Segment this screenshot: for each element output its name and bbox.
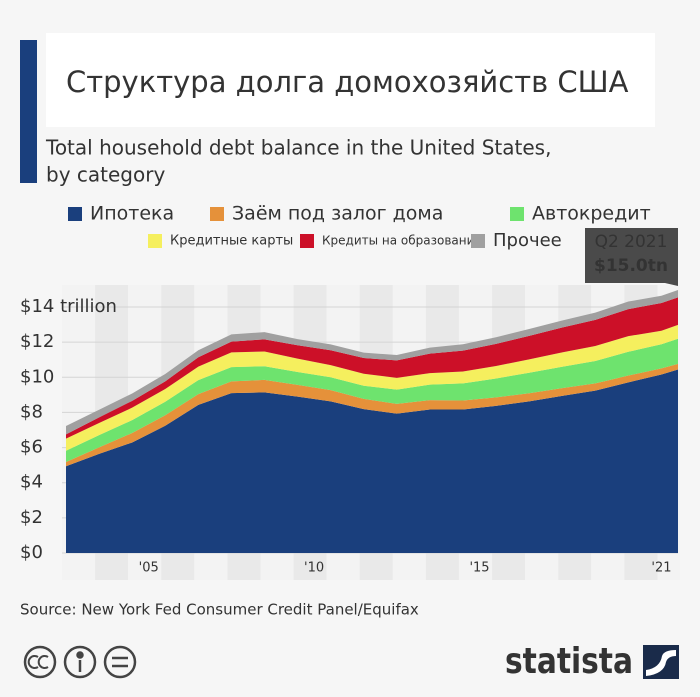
y-tick-label: $4 xyxy=(20,472,43,493)
y-tick-label: $12 xyxy=(20,331,54,352)
legend-label: Кредитные карты xyxy=(170,234,293,249)
legend-swatch xyxy=(510,207,524,221)
title-box xyxy=(46,33,655,127)
y-tick-label: $2 xyxy=(20,507,43,528)
area xyxy=(66,369,678,553)
legend-label: Заём под залог дома xyxy=(232,203,443,225)
subtitle: Total household debt balance in the Unit… xyxy=(45,136,551,160)
license-icons xyxy=(23,645,137,679)
x-tick-label: '10 xyxy=(304,561,324,576)
area xyxy=(66,289,678,435)
area xyxy=(66,338,678,462)
x-tick-label: '21 xyxy=(651,561,671,576)
source: Source: New York Fed Consumer Credit Pan… xyxy=(20,601,419,619)
area xyxy=(66,297,678,439)
x-tick-label: '05 xyxy=(139,561,159,576)
legend-label: Прочее xyxy=(493,230,562,251)
y-tick-label: $14 trillion xyxy=(20,296,117,317)
annotation-box xyxy=(585,228,678,283)
x-tick-label: '15 xyxy=(469,561,489,576)
legend-swatch xyxy=(300,234,314,248)
brand-logo xyxy=(643,645,679,679)
annotation-pointer xyxy=(665,283,678,286)
y-tick-label: $0 xyxy=(20,542,43,563)
legend-swatch xyxy=(148,234,162,248)
legend-label: Кредиты на образование xyxy=(322,234,482,248)
plot: $0 $2 $4 $6 $8 $10 $12 $14 trillion '05 '10 '15 '21 xyxy=(20,285,680,580)
legend-label: Автокредит xyxy=(532,203,651,225)
y-tick-label: $6 xyxy=(20,437,43,458)
y-tick-label: $10 xyxy=(20,366,54,387)
subtitle: by category xyxy=(46,163,165,187)
legend-swatch xyxy=(68,207,82,221)
legend-swatch xyxy=(210,207,224,221)
legend-swatch xyxy=(471,234,485,248)
chart-title: Структура долга домохозяйств США xyxy=(66,65,629,99)
y-tick-label: $8 xyxy=(20,401,43,422)
legend-label: Ипотека xyxy=(90,203,174,225)
area xyxy=(66,363,678,467)
accent-bar xyxy=(20,40,37,183)
annotation: $15.0tn xyxy=(594,256,668,276)
brand: statista xyxy=(505,641,633,682)
annotation: Q2 2021 xyxy=(595,232,668,252)
